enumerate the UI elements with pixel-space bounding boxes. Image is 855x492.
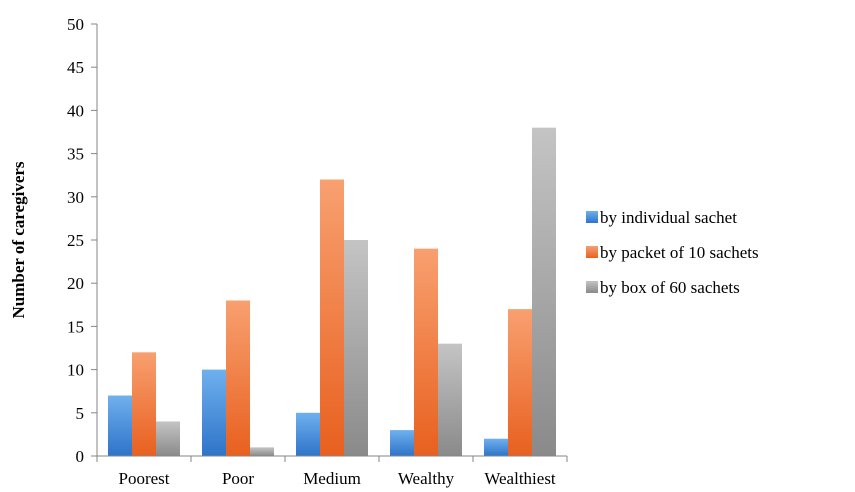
x-tick-label: Poorest bbox=[119, 469, 170, 488]
bar bbox=[156, 421, 180, 456]
bar bbox=[250, 447, 274, 456]
y-tick-label: 25 bbox=[67, 231, 84, 250]
legend-label: by packet of 10 sachets bbox=[600, 243, 759, 262]
x-tick-label: Wealthy bbox=[398, 469, 455, 488]
bars bbox=[108, 127, 556, 457]
y-axis-ticks: 0 5 10 15 20 25 30 35 40 45 50 bbox=[67, 15, 97, 466]
bar bbox=[438, 343, 462, 456]
bar bbox=[344, 240, 368, 456]
y-tick-label: 20 bbox=[67, 274, 84, 293]
legend-swatch bbox=[586, 211, 598, 223]
x-tick-label: Poor bbox=[222, 469, 254, 488]
x-tick-label: Medium bbox=[303, 469, 361, 488]
y-tick-label: 35 bbox=[67, 145, 84, 164]
bar bbox=[484, 438, 508, 456]
bar bbox=[320, 179, 344, 456]
y-tick-label: 30 bbox=[67, 188, 84, 207]
x-tick-label: Wealthiest bbox=[484, 469, 556, 488]
legend-label: by individual sachet bbox=[600, 208, 737, 227]
legend-label: by box of 60 sachets bbox=[600, 278, 740, 297]
bar bbox=[226, 300, 250, 456]
bar bbox=[132, 352, 156, 456]
legend: by individual sachet by packet of 10 sach… bbox=[586, 208, 759, 297]
bar bbox=[414, 248, 438, 456]
y-tick-label: 50 bbox=[67, 15, 84, 34]
bar bbox=[532, 127, 556, 457]
y-tick-label: 5 bbox=[76, 404, 85, 423]
y-tick-label: 10 bbox=[67, 361, 84, 380]
legend-swatch bbox=[586, 246, 598, 258]
bar bbox=[296, 412, 320, 456]
bar bbox=[390, 430, 414, 456]
y-tick-label: 40 bbox=[67, 101, 84, 120]
x-axis-ticks: Poorest Poor Medium Wealthy Wealthiest bbox=[96, 456, 568, 488]
y-axis-title: Number of caregivers bbox=[9, 161, 28, 318]
bar bbox=[508, 309, 532, 456]
y-tick-label: 15 bbox=[67, 317, 84, 336]
bar bbox=[202, 369, 226, 456]
bar bbox=[108, 395, 132, 456]
legend-swatch bbox=[586, 281, 598, 293]
y-tick-label: 0 bbox=[76, 447, 85, 466]
y-tick-label: 45 bbox=[67, 58, 84, 77]
